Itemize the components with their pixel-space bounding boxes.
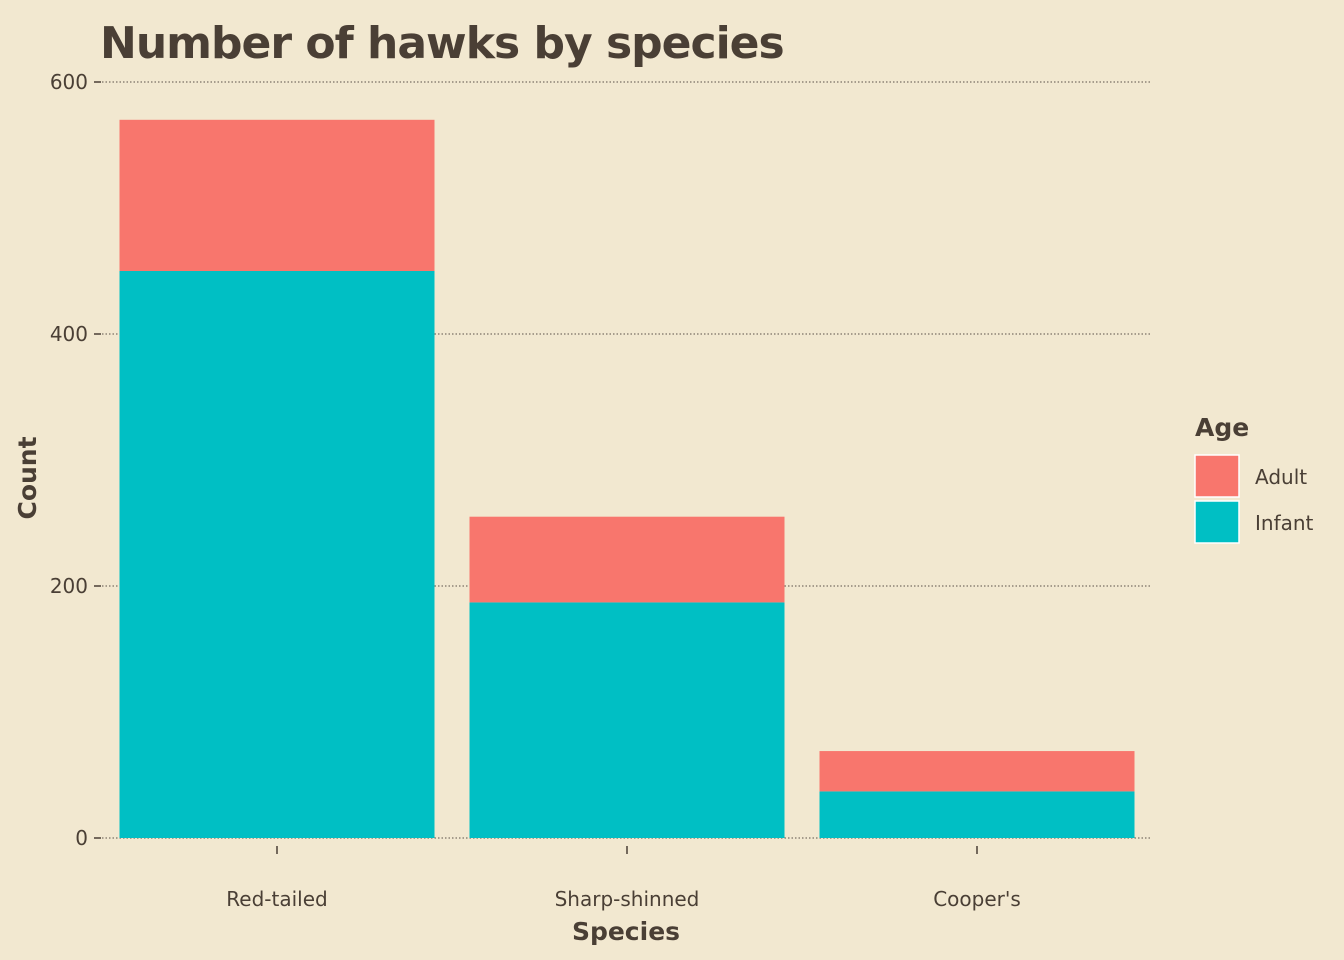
bar-adult-red-tailed [119,119,435,271]
x-tick-label: Sharp-shinned [555,887,700,911]
legend-key-infant [1194,500,1240,544]
y-axis: 0 200 400 600 [50,70,101,850]
y-tick-label: 200 [50,574,88,598]
x-axis: Red-tailed Sharp-shinned Cooper's [226,846,1021,911]
x-tick-label: Cooper's [933,887,1021,911]
y-tick-label: 0 [75,826,88,850]
x-tick-label: Red-tailed [226,887,327,911]
bar-infant-sharp-shinned [469,602,785,838]
legend-key-adult [1194,454,1240,498]
bar-infant-cooper-s [819,791,1135,838]
legend: Age Adult Infant [1194,413,1314,544]
bars [119,119,1135,838]
x-axis-title: Species [572,917,680,946]
y-tick-label: 600 [50,70,88,94]
bar-adult-sharp-shinned [469,516,785,603]
chart-title: Number of hawks by species [100,18,784,69]
y-tick-label: 400 [50,322,88,346]
y-axis-title: Count [13,436,42,519]
legend-label: Adult [1255,465,1307,489]
legend-title: Age [1195,413,1249,442]
bar-adult-cooper-s [819,751,1135,792]
bar-infant-red-tailed [119,271,435,838]
legend-label: Infant [1255,511,1314,535]
